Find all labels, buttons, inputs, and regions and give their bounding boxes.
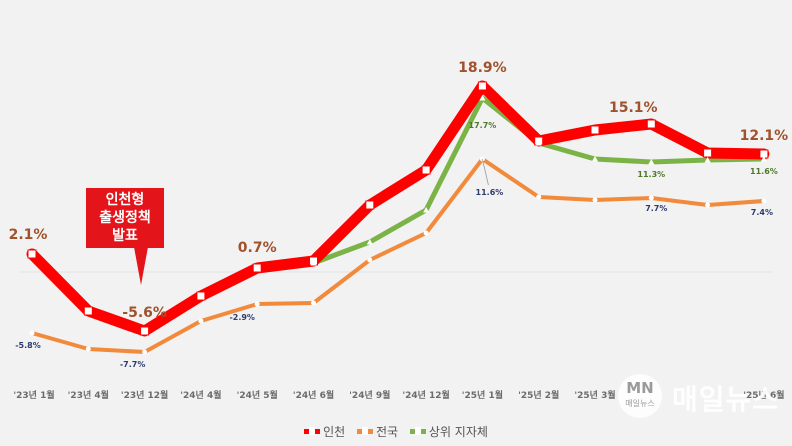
marker-top-local-govts [423,207,430,213]
marker-national [367,257,373,263]
watermark-mark: MN [626,379,654,397]
x-tick-label: '25년 1월 [462,389,503,401]
policy-announcement-callout: 인천형 출생정책 발표 [86,188,164,248]
legend-label-incheon: 인천 [323,425,346,439]
data-label-national: 11.6% [476,188,504,197]
marker-national [761,198,767,204]
marker-incheon [421,165,431,175]
marker-national [536,194,542,200]
watermark-logo: MN 매일뉴스 [618,374,662,418]
data-label-incheon: -5.6% [122,305,167,321]
watermark: MN 매일뉴스 매일뉴스 [618,374,792,418]
legend-item-incheon: 인천 [304,423,345,440]
marker-incheon [590,125,600,135]
legend-item-national: 전국 [356,423,399,440]
x-tick-label: '25년 2월 [518,389,559,401]
callout-line-3: 발표 [112,228,138,244]
legend-swatch-top-local-govts [409,427,426,435]
marker-incheon [27,249,37,259]
chart-legend: 인천 전국 상위 지자체 [0,423,792,440]
data-label-incheon: 18.9% [458,60,507,76]
marker-national [142,349,148,355]
marker-top-local-govts [366,239,373,245]
marker-national [198,318,204,324]
marker-incheon [646,119,656,129]
data-label-top-local-govts: 17.7% [469,121,497,130]
series-line-top-local-govts [311,95,767,266]
x-tick-label: '24년 9월 [349,389,390,401]
x-tick-label: '23년 12월 [121,389,169,401]
series-line-incheon [26,80,770,337]
marker-national [423,230,429,236]
marker-national [648,195,654,201]
legend-item-top-local-govts: 상위 지자체 [409,423,488,440]
marker-incheon [252,263,262,273]
callout-pointer [134,247,148,285]
marker-national [592,197,598,203]
marker-national [311,300,316,306]
x-tick-label: '24년 6월 [293,389,334,401]
x-tick-label: '25년 6월 [743,389,784,401]
marker-top-local-govts [535,140,542,146]
marker-top-local-govts [648,159,655,165]
legend-label-national: 전국 [375,425,399,439]
leader-line [482,158,489,186]
series-line-national [30,157,766,354]
data-label-national: -2.9% [229,313,255,322]
marker-incheon [140,326,150,336]
x-tick-label: '24년 12월 [402,389,450,401]
data-label-national: 7.7% [645,204,667,213]
x-tick-label: '25년 3월 [574,389,615,401]
marker-national [29,330,35,336]
callout-line-1: 인천형 [105,192,145,208]
callout-line-2: 출생정책 [99,210,151,226]
data-label-top-local-govts: 11.3% [637,170,665,179]
data-label-top-local-govts: 11.6% [750,167,778,176]
watermark-text: 매일뉴스 [672,383,780,416]
marker-top-local-govts [760,156,767,162]
marker-incheon [83,306,93,316]
marker-national [254,301,260,307]
marker-incheon [703,148,713,158]
legend-swatch-incheon [304,427,321,435]
marker-incheon [477,81,487,91]
marker-top-local-govts [310,260,317,266]
marker-national [705,202,711,208]
marker-top-local-govts [479,95,486,101]
data-label-incheon: 12.1% [740,128,789,144]
marker-top-local-govts [704,157,711,163]
x-tick-label: '24년 4월 [180,389,221,401]
data-label-incheon: 15.1% [609,100,658,116]
x-tick-label: '23년 1월 [13,389,54,401]
marker-incheon [365,200,375,210]
data-label-national: -5.8% [15,341,41,350]
x-tick-label: '23년 4월 [68,389,109,401]
legend-swatch-national [356,427,373,435]
data-label-national: -7.7% [120,360,146,369]
data-label-incheon: 2.1% [9,227,48,243]
data-label-national: 7.4% [751,208,773,217]
watermark-small-text: 매일뉴스 [625,399,655,408]
marker-top-local-govts [592,156,598,162]
marker-incheon [196,291,206,301]
marker-national [85,346,91,352]
data-label-incheon: 0.7% [238,240,277,256]
legend-label-top-local-govts: 상위 지자체 [428,425,488,439]
x-tick-label: '24년 5월 [237,389,278,401]
